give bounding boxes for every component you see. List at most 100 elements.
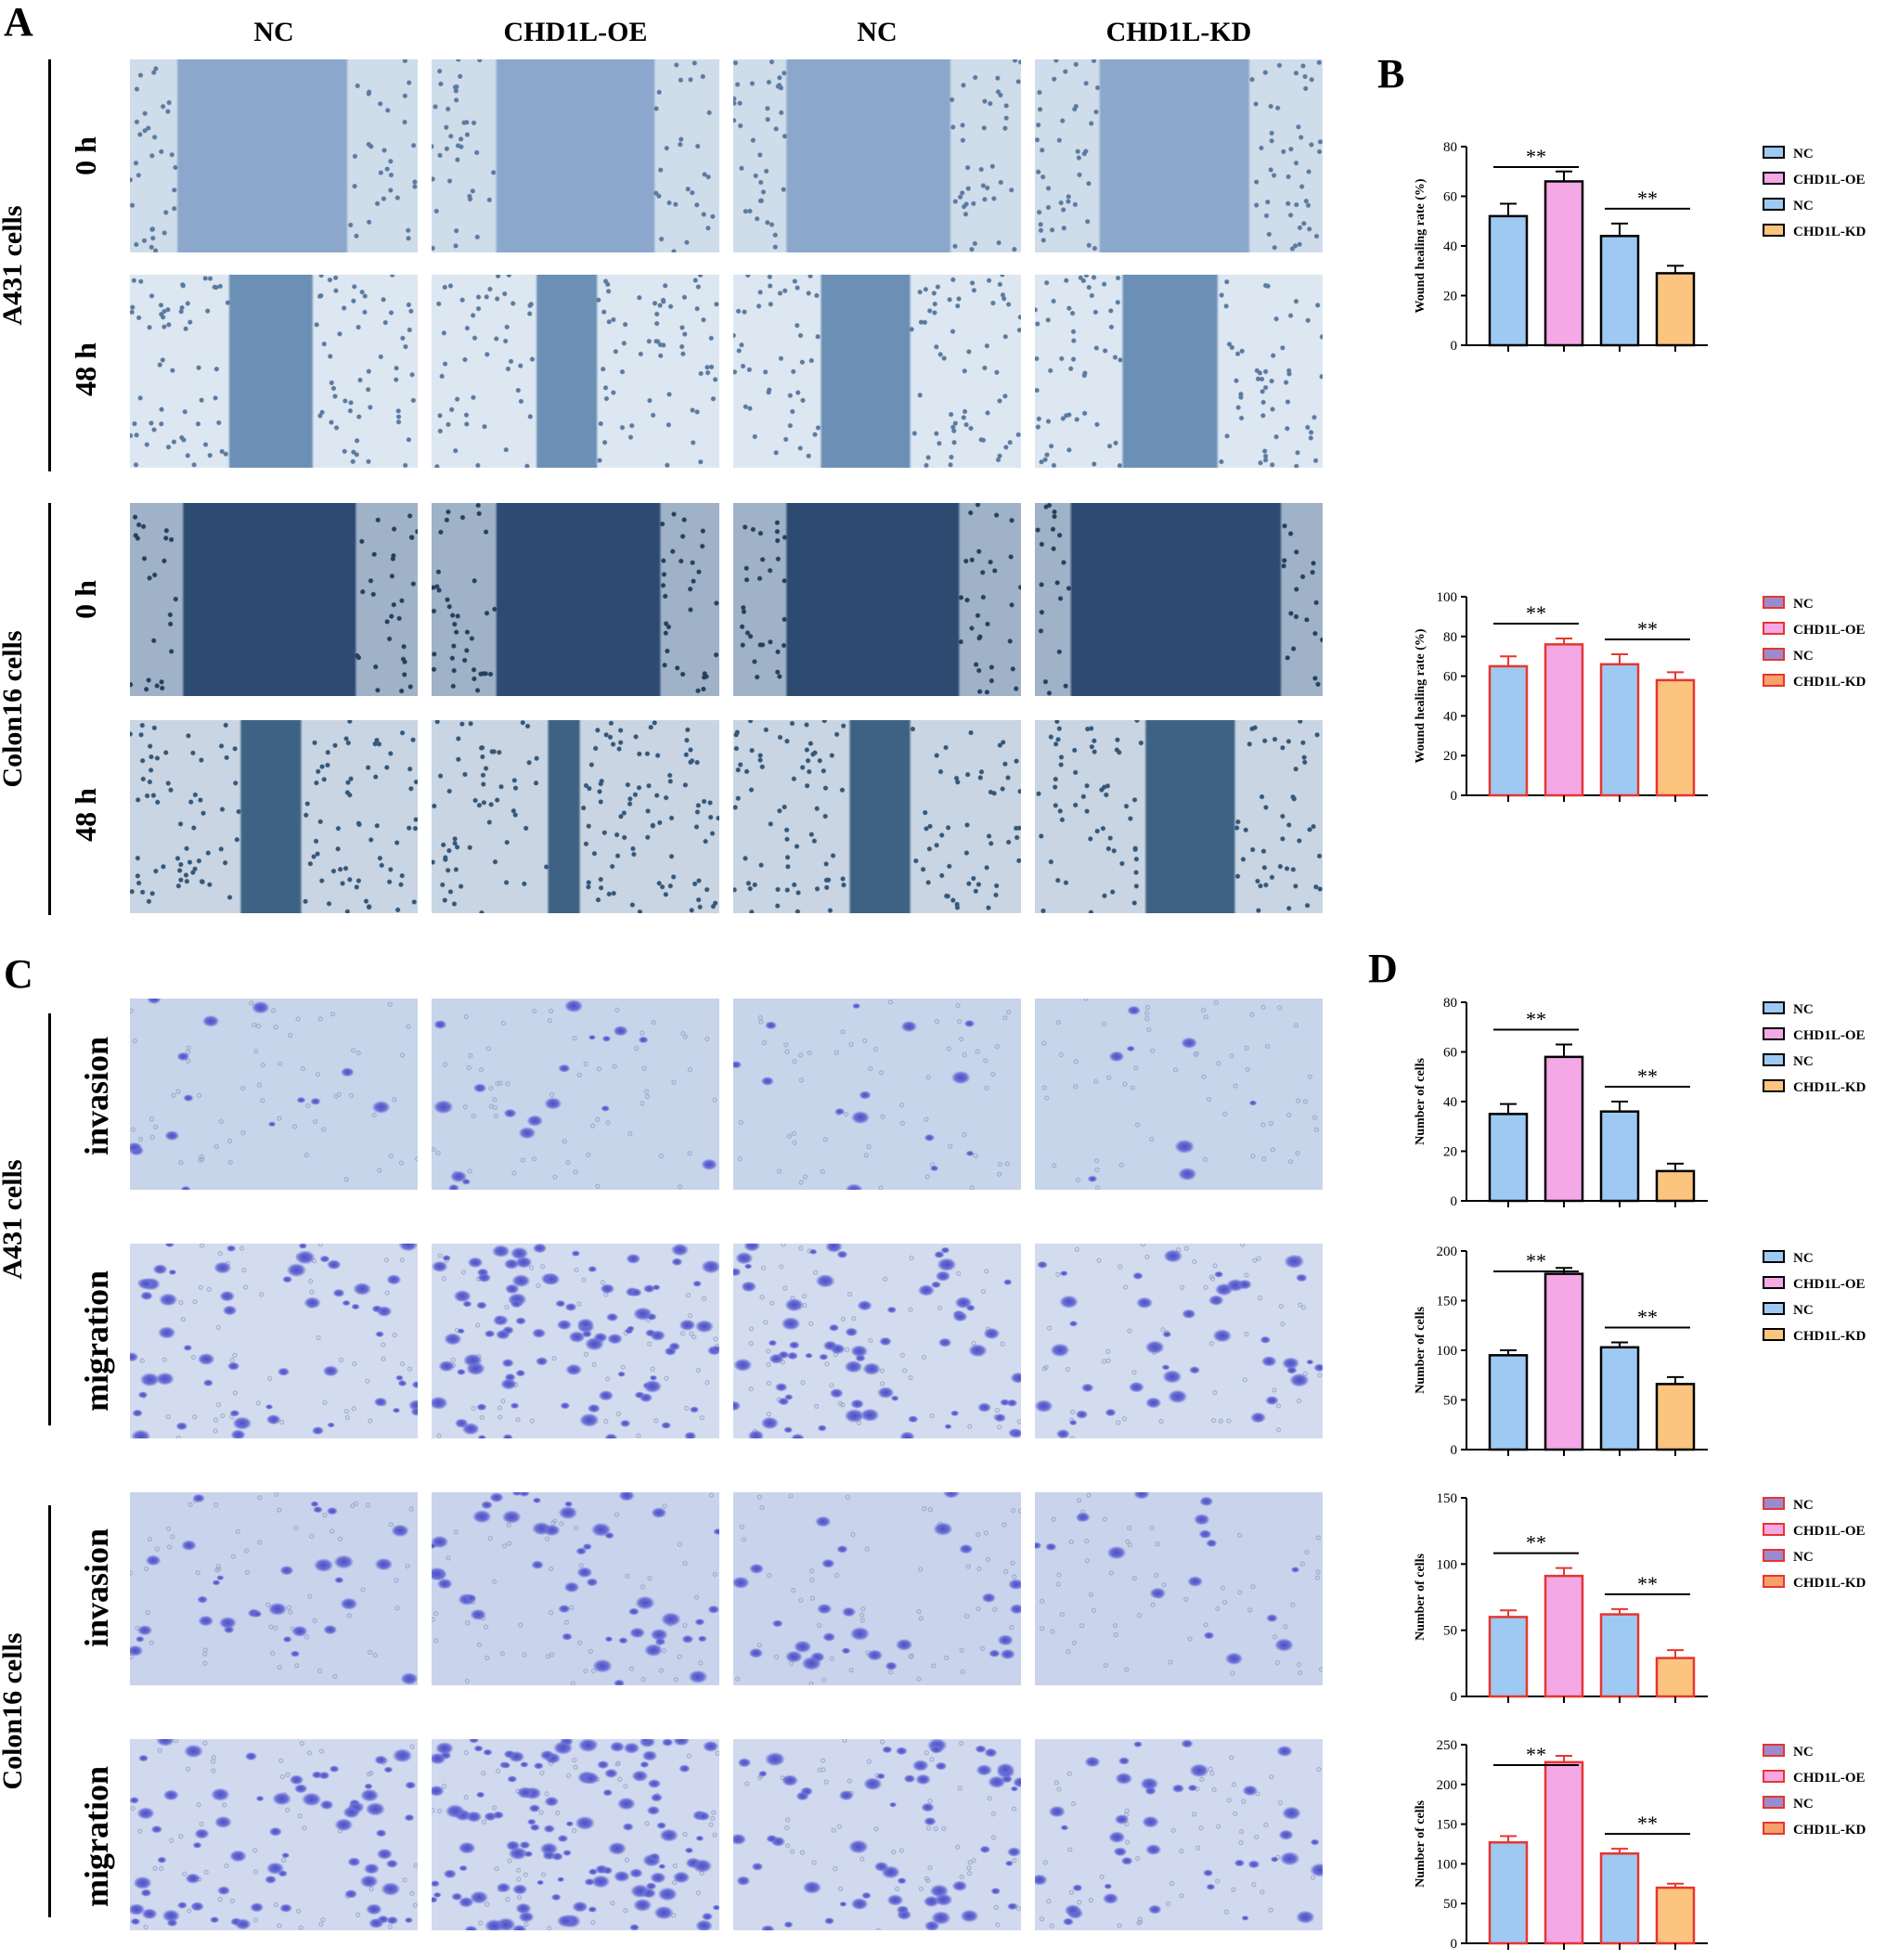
- chart-d2-legend-label-2: CHD1L-OE: [1793, 1277, 1866, 1292]
- micrograph-wound-a431-0h-nc-1: [130, 59, 418, 252]
- chart-d3-svg: 0 50 100 150 Number of cells ** ** NC CHD1L-OE NC…: [1414, 1491, 1866, 1705]
- chart-b2-ytick-label: 40: [1443, 709, 1457, 724]
- chart-b1-ytick-label: 40: [1443, 239, 1457, 254]
- chart-d2-legend-label-1: NC: [1793, 1251, 1814, 1266]
- chart-d3-legend-swatch-3: [1763, 1549, 1785, 1562]
- chart-b2-sig-label-1: **: [1526, 601, 1546, 625]
- column-header-chd1l-oe: CHD1L-OE: [503, 17, 648, 47]
- chart-d4-ytick-label: 50: [1443, 1897, 1457, 1912]
- chart-d4-bar-2: [1544, 1760, 1584, 1945]
- chart-d2-ytick-label: 100: [1437, 1344, 1458, 1359]
- chart-d1: 0 20 40 60 80 Number of cells ** ** NC CHD1L-OE NC…: [1402, 986, 1866, 1218]
- chart-d4-legend-swatch-4: [1763, 1822, 1785, 1835]
- chart-b1-svg: 0 20 40 60 80 Wound healing rate (%) ** ** NC CHD…: [1414, 140, 1866, 354]
- row-label-a431-migration: migration: [78, 1270, 115, 1412]
- chart-b2-legend-label-2: CHD1L-OE: [1793, 623, 1866, 638]
- chart-b1: 0 20 40 60 80 Wound healing rate (%) ** ** NC CHD…: [1402, 130, 1866, 362]
- chart-d3-ytick-label: 50: [1443, 1624, 1457, 1639]
- row-label-colon16-0h: 0 h: [69, 580, 102, 619]
- chart-b1-legend-label-1: NC: [1793, 147, 1814, 161]
- chart-b2-legend-swatch-2: [1763, 622, 1785, 635]
- panel-label-a: A: [4, 0, 33, 45]
- micrograph-wound-colon16-0h-chd1l-oe: [432, 503, 719, 696]
- chart-d4-legend-swatch-1: [1763, 1744, 1785, 1757]
- chart-d1-ytick-label: 0: [1451, 1194, 1458, 1209]
- chart-b1-legend-label-4: CHD1L-KD: [1793, 225, 1866, 239]
- micrograph-colon16-migration-chd1l-oe: [432, 1739, 719, 1930]
- micrograph-a431-invasion-chd1l-kd: [1035, 999, 1323, 1190]
- micrograph-wound-colon16-0h-nc-2: [733, 503, 1021, 696]
- row-label-colon16-migration: migration: [78, 1766, 115, 1907]
- chart-b1-sig-label-2: **: [1637, 187, 1658, 210]
- micrograph-colon16-migration-nc-2: [733, 1739, 1021, 1930]
- chart-d1-legend-label-1: NC: [1793, 1002, 1814, 1017]
- chart-d1-legend-swatch-2: [1763, 1027, 1785, 1040]
- micrograph-wound-colon16-0h-nc-1: [130, 503, 418, 696]
- group-bracket-a431-wound: [48, 59, 51, 471]
- micrograph-wound-colon16-48h-nc-2: [733, 720, 1021, 913]
- chart-b1-legend-swatch-3: [1763, 198, 1785, 211]
- chart-b1-ylabel: Wound healing rate (%): [1414, 178, 1427, 313]
- chart-d3-ytick-label: 150: [1437, 1491, 1458, 1506]
- chart-b2-legend-swatch-4: [1763, 674, 1785, 687]
- chart-d1-svg: 0 20 40 60 80 Number of cells ** ** NC CHD1L-OE NC…: [1414, 996, 1866, 1209]
- chart-d4-ytick-label: 0: [1451, 1937, 1458, 1952]
- micrograph-colon16-invasion-chd1l-kd: [1035, 1492, 1323, 1685]
- chart-d3-legend-label-2: CHD1L-OE: [1793, 1524, 1866, 1539]
- row-label-a431-invasion: invasion: [78, 1036, 115, 1156]
- micrograph-colon16-migration-nc-1: [130, 1739, 418, 1930]
- chart-b2-bar-4: [1655, 678, 1696, 797]
- chart-d4-legend-swatch-2: [1763, 1770, 1785, 1783]
- chart-b1-legend-swatch-1: [1763, 146, 1785, 159]
- chart-d4-legend-label-2: CHD1L-OE: [1793, 1771, 1866, 1786]
- group-bracket-colon16-transwell: [48, 1505, 51, 1917]
- chart-d4-bar-4: [1655, 1886, 1696, 1945]
- micrograph-wound-a431-0h-chd1l-oe: [432, 59, 719, 252]
- micrograph-colon16-migration-chd1l-kd: [1035, 1739, 1323, 1930]
- chart-b2-ylabel: Wound healing rate (%): [1414, 628, 1427, 763]
- chart-d2-legend-swatch-2: [1763, 1276, 1785, 1289]
- chart-d2-ytick-label: 50: [1443, 1394, 1457, 1409]
- chart-d1-sig-label-1: **: [1526, 1007, 1546, 1030]
- row-label-colon16-48h: 48 h: [69, 788, 102, 842]
- chart-d1-ytick-label: 60: [1443, 1046, 1457, 1061]
- chart-d3-ylabel: Number of cells: [1414, 1554, 1427, 1641]
- chart-d2-ytick-label: 200: [1437, 1244, 1458, 1259]
- chart-d2-bar-2: [1544, 1272, 1584, 1451]
- chart-d3-bar-1: [1488, 1616, 1529, 1698]
- row-label-a431-0h: 0 h: [69, 136, 102, 175]
- chart-b1-bar-4: [1655, 272, 1696, 347]
- chart-d2-legend-label-3: NC: [1793, 1303, 1814, 1318]
- group-label-colon16-wound: Colon16 cells: [0, 630, 28, 788]
- chart-d4-legend-swatch-3: [1763, 1796, 1785, 1809]
- chart-b1-legend-label-2: CHD1L-OE: [1793, 173, 1866, 187]
- chart-d2-sig-label-1: **: [1526, 1249, 1546, 1272]
- group-bracket-a431-transwell: [48, 1013, 51, 1425]
- chart-d2-sig-label-2: **: [1637, 1305, 1658, 1328]
- chart-d1-bar-4: [1655, 1169, 1696, 1203]
- chart-b2-legend-swatch-3: [1763, 648, 1785, 661]
- chart-b1-ytick-label: 0: [1451, 339, 1458, 354]
- column-header-nc-1: NC: [253, 17, 294, 47]
- chart-d4-ytick-label: 250: [1437, 1738, 1458, 1753]
- micrograph-wound-a431-48h-chd1l-oe: [432, 275, 719, 468]
- chart-d1-bar-2: [1544, 1055, 1584, 1203]
- chart-d3-sig-label-2: **: [1637, 1572, 1658, 1595]
- chart-d1-bar-1: [1488, 1113, 1529, 1203]
- chart-b1-legend-swatch-2: [1763, 172, 1785, 185]
- micrograph-wound-colon16-0h-chd1l-kd: [1035, 503, 1323, 696]
- chart-d1-ylabel: Number of cells: [1414, 1058, 1427, 1145]
- chart-b2-ytick-label: 80: [1443, 630, 1457, 645]
- chart-b2-ytick-label: 60: [1443, 670, 1457, 685]
- chart-d3-legend-swatch-2: [1763, 1523, 1785, 1536]
- chart-d3-ytick-label: 100: [1437, 1557, 1458, 1572]
- chart-d2-ytick-label: 150: [1437, 1295, 1458, 1309]
- chart-d4-ytick-label: 150: [1437, 1818, 1458, 1833]
- chart-b2-legend-swatch-1: [1763, 596, 1785, 609]
- micrograph-wound-colon16-48h-chd1l-kd: [1035, 720, 1323, 913]
- chart-d1-legend-swatch-4: [1763, 1079, 1785, 1092]
- chart-d3-bar-2: [1544, 1574, 1584, 1698]
- chart-b2-ytick-label: 0: [1451, 789, 1458, 804]
- chart-d2-legend-label-4: CHD1L-KD: [1793, 1329, 1866, 1344]
- chart-b2-bar-3: [1599, 663, 1640, 797]
